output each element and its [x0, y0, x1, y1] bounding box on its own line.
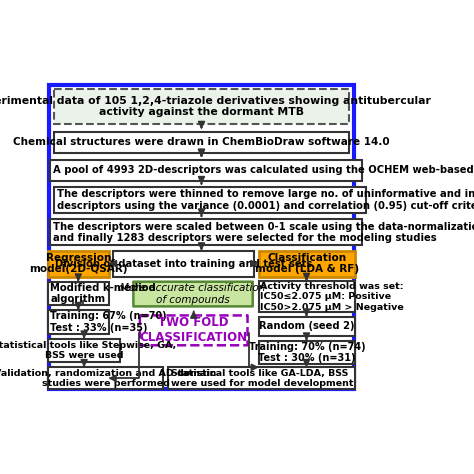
Bar — [48, 282, 109, 305]
Bar — [48, 310, 109, 334]
Text: Chemical structures were drawn in ChemBioDraw software 14.0: Chemical structures were drawn in ChemBi… — [13, 137, 390, 147]
Text: Random (seed 2): Random (seed 2) — [259, 321, 355, 331]
Text: TWO FOLD
CLASSIFICATION: TWO FOLD CLASSIFICATION — [140, 316, 248, 344]
Text: Training: 70% (n=74)
Test : 30% (n=31): Training: 70% (n=74) Test : 30% (n=31) — [248, 342, 365, 363]
Text: Experimental data of 105 1,2,4-triazole derivatives showing antitubercular
activ: Experimental data of 105 1,2,4-triazole … — [0, 96, 431, 117]
Bar — [55, 187, 365, 213]
Bar — [55, 132, 349, 153]
Text: A pool of 4993 2D-descriptors was calculated using the OCHEM web-based platform: A pool of 4993 2D-descriptors was calcul… — [53, 165, 474, 175]
Bar — [48, 367, 163, 389]
Bar — [50, 160, 362, 181]
Text: The descriptors were thinned to remove large no. of uninformative and intercorre: The descriptors were thinned to remove l… — [57, 189, 474, 211]
Bar — [258, 341, 355, 364]
Bar — [55, 89, 349, 124]
Text: Division of dataset into training and test sets: Division of dataset into training and te… — [55, 259, 312, 269]
Text: Regression
model(2D-QSAR): Regression model(2D-QSAR) — [29, 253, 128, 274]
FancyBboxPatch shape — [133, 282, 253, 306]
Text: Statistical tools like Stepwise, GA,
BSS were used: Statistical tools like Stepwise, GA, BSS… — [0, 341, 176, 360]
Text: Statistical tools like GA-LDA, BSS
were used for model development: Statistical tools like GA-LDA, BSS were … — [171, 369, 354, 388]
Text: Training: 67% (n=70)
Test : 33% (n=35): Training: 67% (n=70) Test : 33% (n=35) — [50, 311, 166, 333]
Bar — [48, 251, 109, 276]
Bar — [113, 251, 254, 276]
Text: Modified k-mediod
algorithm: Modified k-mediod algorithm — [50, 283, 156, 304]
Text: The descriptors were scaled between 0-1 scale using the data-normalization softw: The descriptors were scaled between 0-1 … — [53, 222, 474, 243]
Bar — [258, 281, 355, 312]
Text: Classification
model (LDA & RF): Classification model (LDA & RF) — [255, 253, 359, 274]
Bar — [50, 219, 362, 246]
Bar — [168, 367, 355, 389]
Text: Activity threshold was set:
IC50≤2.075 μM: Positive
IC50>2.075 μM > Negative: Activity threshold was set: IC50≤2.075 μ… — [261, 282, 404, 311]
Bar — [258, 317, 355, 336]
Text: Validation, randomization and AD domain
studies were performed: Validation, randomization and AD domain … — [0, 369, 217, 388]
FancyBboxPatch shape — [140, 315, 247, 345]
Bar — [48, 339, 120, 362]
Bar — [258, 251, 355, 276]
Text: More accurate classification
of compounds: More accurate classification of compound… — [120, 283, 266, 305]
